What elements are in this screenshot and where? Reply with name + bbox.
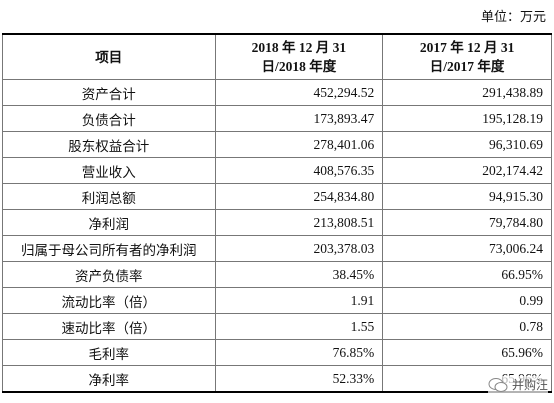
value-cell: 195,128.19 [382, 105, 552, 132]
table-row: 营业收入 408,576.35 202,174.42 [2, 157, 552, 184]
row-label: 速动比率（倍） [2, 313, 216, 340]
watermark-icon [488, 377, 508, 392]
header-row: 项目 2018 年 12 月 31 日/2018 年度 2017 年 12 月 31… [2, 33, 552, 80]
table-row: 毛利率 76.85% 65.96% [2, 339, 552, 366]
table-row: 利润总额 254,834.80 94,915.30 [2, 183, 552, 210]
value-cell: 408,576.35 [214, 157, 384, 184]
row-label: 股东权益合计 [2, 131, 216, 158]
row-label: 资产负债率 [2, 261, 216, 288]
value-cell: 291,438.89 [382, 79, 552, 106]
value-cell: 213,808.51 [214, 209, 384, 236]
table-row: 净利润 213,808.51 79,784.80 [2, 209, 552, 236]
row-label: 利润总额 [2, 183, 216, 210]
value-cell: 94,915.30 [382, 183, 552, 210]
value-cell: 66.95% [382, 261, 552, 288]
value-cell: 73,006.24 [382, 235, 552, 262]
header-cell: 项目 [2, 33, 216, 80]
value-cell: 76.85% [214, 339, 384, 366]
header-cell: 2018 年 12 月 31 日/2018 年度 [214, 33, 384, 80]
table-row: 股东权益合计 278,401.06 96,310.69 [2, 131, 552, 158]
watermark-text: 并购汪 [511, 378, 548, 392]
value-cell: 203,378.03 [214, 235, 384, 262]
watermark: 并购汪 [487, 376, 548, 393]
value-cell: 52.33% [214, 365, 384, 393]
value-cell: 1.55 [214, 313, 384, 340]
row-label: 负债合计 [2, 105, 216, 132]
row-label: 资产合计 [2, 79, 216, 106]
table-row: 归属于母公司所有者的净利润 203,378.03 73,006.24 [2, 235, 552, 262]
value-cell: 278,401.06 [214, 131, 384, 158]
value-cell: 1.91 [214, 287, 384, 314]
value-cell: 452,294.52 [214, 79, 384, 106]
table-row: 资产负债率 38.45% 66.95% [2, 261, 552, 288]
row-label: 净利润 [2, 209, 216, 236]
table-row: 速动比率（倍） 1.55 0.78 [2, 313, 552, 340]
unit-label: 单位：万元 [480, 9, 546, 24]
value-cell: 38.45% [214, 261, 384, 288]
value-cell: 0.78 [382, 313, 552, 340]
value-cell: 96,310.69 [382, 131, 552, 158]
row-label: 归属于母公司所有者的净利润 [2, 235, 216, 262]
table-row: 流动比率（倍） 1.91 0.99 [2, 287, 552, 314]
value-cell: 254,834.80 [214, 183, 384, 210]
value-cell: 0.99 [382, 287, 552, 314]
row-label: 净利率 [2, 365, 216, 393]
financial-table: 项目 2018 年 12 月 31 日/2018 年度 2017 年 12 月 31… [2, 33, 552, 393]
row-label: 营业收入 [2, 157, 216, 184]
value-cell: 173,893.47 [214, 105, 384, 132]
table-body: 资产合计 452,294.52 291,438.89 负债合计 173,893.47 19… [2, 79, 552, 393]
row-label: 流动比率（倍） [2, 287, 216, 314]
table-row: 负债合计 173,893.47 195,128.19 [2, 105, 552, 132]
table-row: 资产合计 452,294.52 291,438.89 [2, 79, 552, 106]
row-label: 毛利率 [2, 339, 216, 366]
header-cell: 2017 年 12 月 31 日/2017 年度 [382, 33, 552, 80]
value-cell: 79,784.80 [382, 209, 552, 236]
value-cell: 65.96% [382, 339, 552, 366]
value-cell: 202,174.42 [382, 157, 552, 184]
